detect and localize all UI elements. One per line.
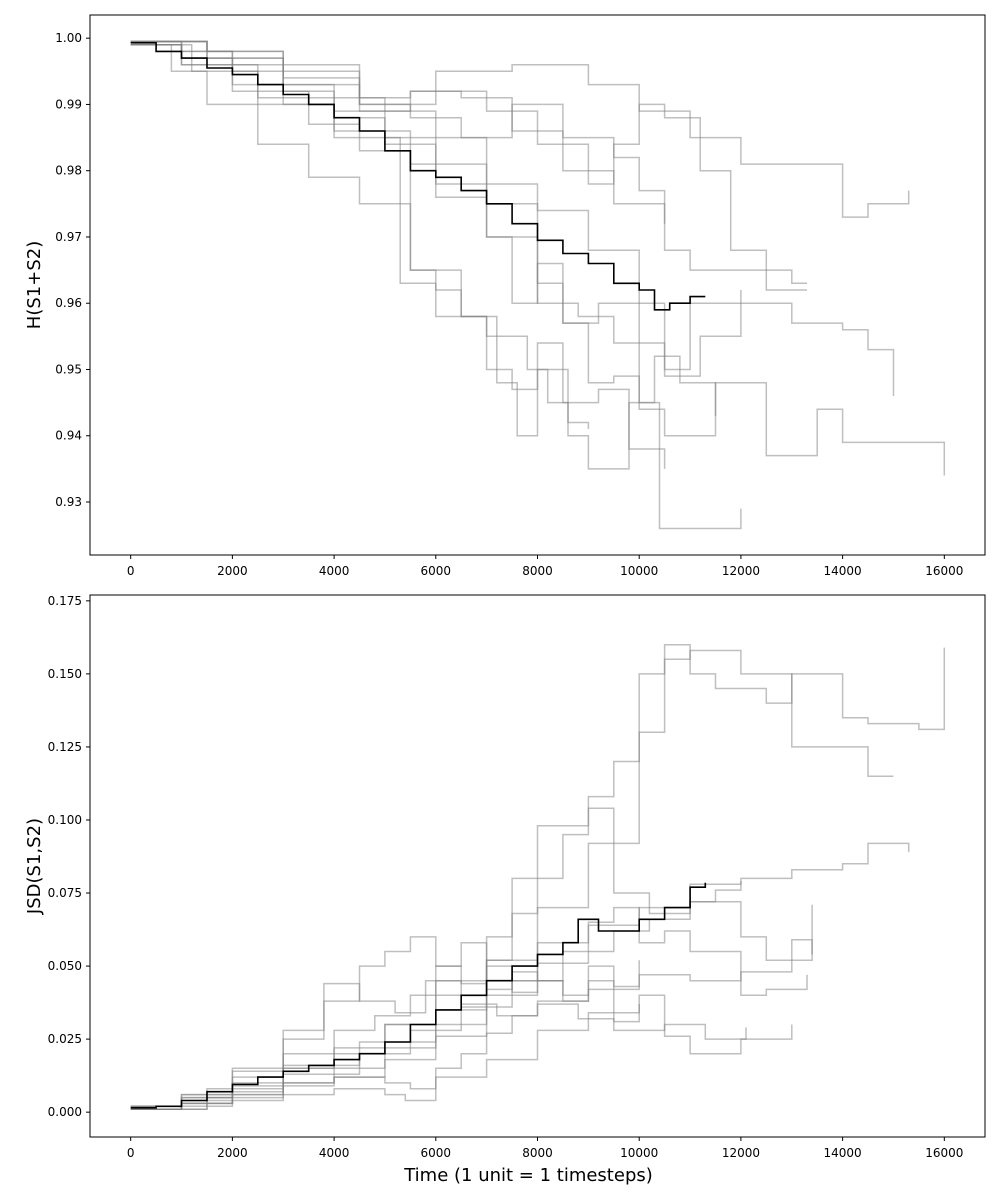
y-tick-label: 0.93: [55, 495, 82, 509]
run-series-line-2: [130, 44, 895, 396]
x-tick-label: 0: [127, 1146, 135, 1160]
x-tick-label: 4000: [319, 564, 350, 578]
x-tick-label: 6000: [421, 1146, 452, 1160]
x-tick-label: 10000: [620, 1146, 658, 1160]
x-tick-label: 12000: [722, 1146, 760, 1160]
y-tick-label: 0.95: [55, 362, 82, 376]
run-series-line-3: [130, 807, 813, 1108]
y-tick-label: 0.025: [48, 1032, 82, 1046]
run-series-line-11: [130, 40, 666, 224]
y-tick-label: 0.100: [48, 813, 82, 827]
x-tick-label: 16000: [925, 564, 963, 578]
run-series-line-8: [130, 40, 807, 291]
x-tick-label: 6000: [421, 564, 452, 578]
x-tick-label: 8000: [522, 1146, 553, 1160]
y-tick-label: 0.175: [48, 594, 82, 608]
mean-series-line: [130, 42, 706, 311]
run-series-line-4: [130, 842, 910, 1110]
x-tick-label: 8000: [522, 564, 553, 578]
mean-series-line: [130, 882, 707, 1109]
run-series-line-9: [130, 44, 666, 469]
y-tick-label: 0.050: [48, 959, 82, 973]
y-tick-label: 1.00: [55, 31, 82, 45]
x-tick-label: 14000: [824, 1146, 862, 1160]
y-tick-label: 0.98: [55, 164, 82, 178]
y-tick-label: 0.99: [55, 97, 82, 111]
jsd-panel: 0 2000 4000 6000 8000 10000 12000 14000 16000 0.0…: [24, 594, 986, 1186]
x-tick-label: 4000: [319, 1146, 350, 1160]
x-tick-label: 2000: [217, 1146, 248, 1160]
y-axis-label: H(S1+S2): [24, 241, 45, 329]
y-tick-label: 0.000: [48, 1105, 82, 1119]
y-tick-label: 0.075: [48, 886, 82, 900]
y-tick-label: 0.125: [48, 740, 82, 754]
y-tick-label: 0.94: [55, 429, 82, 443]
x-tick-label: 2000: [217, 564, 248, 578]
y-tick-label: 0.97: [55, 230, 82, 244]
run-series-line-10: [130, 44, 717, 416]
run-series-line-3: [130, 40, 910, 218]
run-series-line-9: [130, 994, 793, 1110]
x-tick-label: 16000: [925, 1146, 963, 1160]
x-axis-label: Time (1 unit = 1 timesteps): [403, 1165, 653, 1186]
run-series-line-5: [130, 979, 747, 1108]
x-tick-label: 10000: [620, 564, 658, 578]
entropy-panel: 0 2000 4000 6000 8000 10000 12000 14000 16000 0.9…: [24, 14, 986, 578]
x-tick-label: 12000: [722, 564, 760, 578]
y-tick-label: 0.150: [48, 667, 82, 681]
x-tick-label: 0: [127, 564, 135, 578]
y-axis-label: JSD(S1,S2): [24, 818, 45, 915]
x-tick-label: 14000: [824, 564, 862, 578]
y-tick-label: 0.96: [55, 296, 82, 310]
